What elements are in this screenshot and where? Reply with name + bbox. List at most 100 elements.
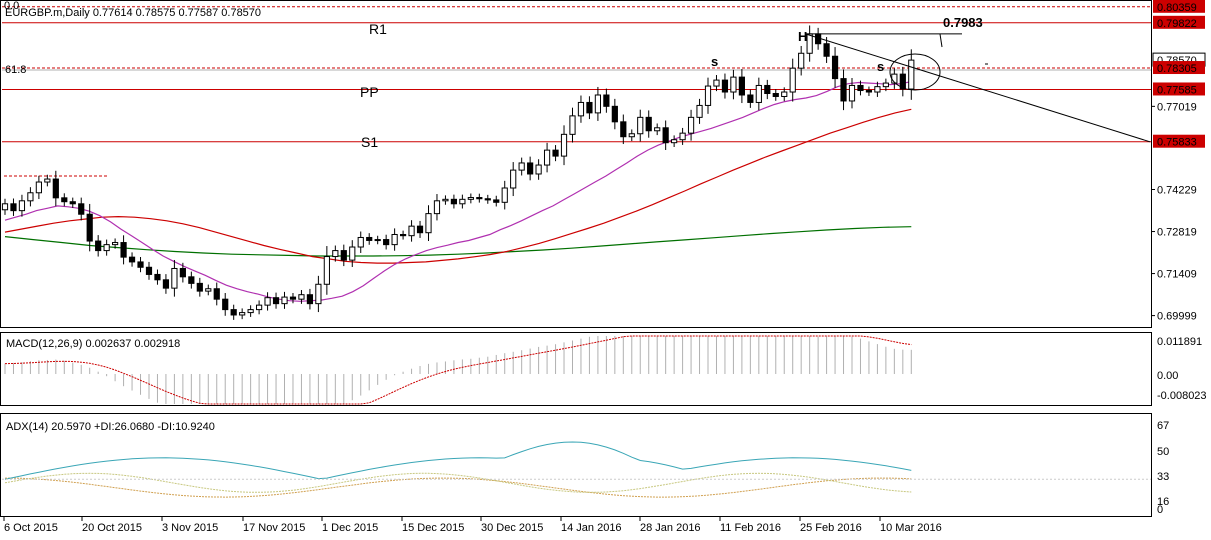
candle-body (493, 199, 500, 203)
sma-mid-line (4, 108, 912, 264)
candle-body (27, 192, 34, 202)
price-tick-label: 0.77019 (1157, 101, 1197, 113)
candle-body (755, 84, 762, 103)
adx-tick-16: 16 (1157, 496, 1169, 508)
candle-body (239, 312, 246, 316)
time-tick-label: 14 Jan 2016 (561, 522, 622, 534)
adx-main-line (4, 441, 912, 480)
candle-body (764, 84, 771, 95)
candle-body (145, 266, 153, 275)
candle-body (518, 162, 525, 171)
candle-body (120, 242, 127, 258)
candle-body (366, 236, 373, 241)
time-tick-label: 15 Dec 2015 (402, 522, 464, 534)
candle-body (196, 282, 203, 292)
candle-body (128, 256, 136, 263)
right-shoulder-label: s (877, 59, 884, 74)
candle-body (442, 198, 449, 202)
candle-body (86, 213, 93, 242)
time-tick-label: 11 Feb 2016 (720, 522, 781, 534)
time-tick-label: 6 Oct 2015 (4, 522, 58, 534)
adx-tick-0: 0 (1157, 504, 1163, 516)
candle-body (247, 309, 254, 314)
moving-averages (4, 81, 912, 302)
pp-label: PP (360, 84, 379, 100)
time-tick-label: 17 Nov 2015 (243, 522, 305, 534)
candle-body (179, 267, 186, 278)
symbol-line: EURGBP.m,Daily 0.77614 0.78575 0.77587 0… (5, 7, 261, 19)
candle-body (848, 84, 856, 102)
r1-label: R1 (369, 21, 387, 37)
candle-body (671, 139, 678, 144)
candle-body (882, 82, 889, 88)
candle-body (408, 225, 415, 237)
candle-body (391, 233, 398, 246)
candle-body (645, 116, 652, 132)
price-panel (0, 0, 1152, 328)
fib-618-label: 61.8 (5, 64, 26, 76)
price-tick-label: 0.72819 (1157, 227, 1197, 239)
macd-series (4, 335, 912, 405)
candle-body (18, 200, 26, 212)
price-tick-label: 0.71409 (1157, 269, 1197, 281)
adx-tick-50: 50 (1157, 446, 1169, 458)
candle-body (374, 239, 381, 242)
price-tick-label: 0.69999 (1157, 311, 1197, 323)
target-pointer (939, 33, 943, 48)
price-tag-text: 0.79822 (1157, 18, 1197, 30)
candle-body (315, 283, 322, 305)
candle-body (874, 86, 881, 93)
candle-body (112, 242, 119, 246)
time-axis: 6 Oct 2015 20 Oct 2015 3 Nov 2015 17 Nov 20… (3, 517, 942, 534)
time-tick-label: 28 Jan 2016 (640, 522, 701, 534)
candle-body (637, 116, 644, 135)
candles (1, 25, 915, 320)
candle-body (340, 250, 347, 261)
candle-body (781, 91, 788, 97)
candle-body (35, 181, 42, 194)
price-tag-bg (1153, 61, 1205, 75)
candle-body (620, 121, 627, 138)
macd-title: MACD(12,26,9) 0.002637 0.002918 (6, 338, 180, 350)
candle-body (857, 84, 864, 92)
left-shoulder-label: s (711, 54, 718, 69)
candle-body (806, 33, 813, 54)
time-tick-label: 1 Dec 2015 (322, 522, 378, 534)
candle-body (654, 127, 661, 132)
candle-body (298, 294, 305, 300)
price-tag-text: 0.77585 (1157, 84, 1197, 96)
macd-tick-top: 0.011891 (1157, 336, 1202, 348)
candle-body (416, 225, 424, 234)
time-tick-label: 30 Dec 2015 (481, 522, 543, 534)
price-tick-label: 0.74229 (1157, 185, 1197, 197)
macd-signal-line (4, 335, 912, 405)
candle-body (611, 105, 618, 123)
candle-body (1, 203, 9, 211)
candle-body (332, 250, 339, 258)
macd-tick-zero: 0.00 (1157, 370, 1178, 382)
adx-tick-67: 67 (1157, 420, 1169, 432)
candle-body (188, 276, 195, 284)
candle-body (256, 304, 263, 311)
candle-body (798, 52, 805, 69)
candle-body (137, 261, 144, 268)
candle-body (281, 296, 288, 305)
candle-body (696, 104, 703, 118)
candle-body (205, 288, 212, 292)
candle-body (61, 197, 68, 203)
level-lines (2, 6, 1151, 177)
adx-minus-di-line (5, 477, 912, 498)
candle-body (603, 94, 610, 107)
target-label: 0.7983 (943, 15, 983, 30)
price-tag-text: 0.78305 (1157, 63, 1197, 75)
candle-body (552, 149, 559, 157)
adx-tick-33: 33 (1157, 471, 1169, 483)
head-shoulders-pattern (805, 33, 1151, 143)
candle-body (899, 73, 906, 90)
candle-body (569, 115, 576, 135)
candle-body (459, 198, 466, 205)
candle-body (823, 43, 830, 57)
price-tag-bg (1153, 15, 1205, 29)
candle-body (103, 244, 110, 252)
